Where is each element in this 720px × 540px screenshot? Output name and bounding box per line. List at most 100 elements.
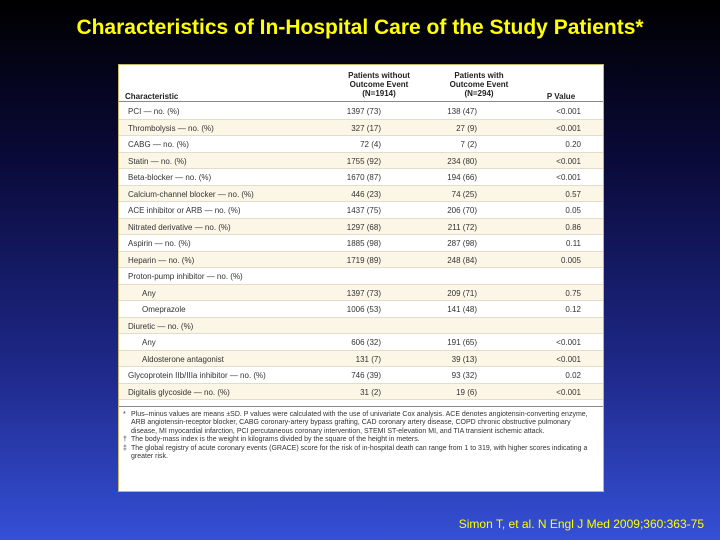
- footnote: † The body-mass index is the weight in ki…: [123, 436, 597, 444]
- row-label: Any: [142, 288, 156, 298]
- footnote-mark: †: [123, 436, 127, 444]
- value-with-event: 7 (2): [460, 140, 477, 149]
- row-label: Nitrated derivative — no. (%): [128, 222, 231, 232]
- value-with-event: 141 (48): [447, 305, 477, 314]
- column-header-without-event: Patients without Outcome Event (N=1914): [348, 71, 410, 98]
- table-row: Statin — no. (%) 1755 (92) 234 (80) <0.001: [119, 152, 603, 169]
- p-value: 0.11: [566, 239, 581, 248]
- footnote: ‡ The global registry of acute coronary e…: [123, 445, 597, 462]
- value-with-event: 211 (72): [447, 222, 477, 232]
- value-without-event: 1297 (68): [346, 222, 381, 232]
- table-body: PCI — no. (%) 1397 (73) 138 (47) <0.001 Thro…: [119, 103, 603, 400]
- value-without-event: 1719 (89): [346, 255, 381, 265]
- value-without-event: 72 (4): [360, 140, 381, 149]
- table-row: Thrombolysis — no. (%) 327 (17) 27 (9) <0.0…: [119, 119, 603, 136]
- value-without-event: 606 (32): [351, 338, 381, 347]
- value-with-event: 93 (32): [451, 371, 477, 380]
- value-with-event: 39 (13): [451, 354, 477, 364]
- p-value: 0.005: [560, 255, 581, 265]
- value-with-event: 74 (25): [451, 189, 477, 199]
- row-label: Thrombolysis — no. (%): [128, 123, 214, 133]
- p-value: <0.001: [556, 173, 581, 182]
- row-label: ACE inhibitor or ARB — no. (%): [128, 206, 241, 215]
- row-label: Omeprazole: [142, 305, 186, 314]
- value-with-event: 206 (70): [447, 206, 477, 215]
- value-without-event: 31 (2): [360, 387, 381, 397]
- footnote-mark: ‡: [123, 444, 127, 452]
- value-without-event: 1397 (73): [346, 288, 381, 298]
- value-with-event: 287 (98): [447, 239, 477, 248]
- table-row: CABG — no. (%) 72 (4) 7 (2) 0.20: [119, 136, 603, 153]
- value-with-event: 191 (65): [447, 338, 477, 347]
- table-row: Calcium-channel blocker — no. (%) 446 (23…: [119, 185, 603, 202]
- row-label: Glycoprotein IIb/IIIa inhibitor — no. (%…: [128, 371, 266, 380]
- table-header: Characteristic Patients without Outcome E…: [119, 65, 603, 102]
- footnote: * Plus–minus values are means ±SD. P valu…: [123, 411, 597, 436]
- row-label: Diuretic — no. (%): [128, 321, 194, 331]
- value-with-event: 194 (66): [447, 173, 477, 182]
- row-label: Digitalis glycoside — no. (%): [128, 387, 230, 397]
- table-row: Proton-pump inhibitor — no. (%): [119, 268, 603, 285]
- table-row: Nitrated derivative — no. (%) 1297 (68) 21…: [119, 218, 603, 235]
- value-with-event: 248 (84): [447, 255, 477, 265]
- table-row: Glycoprotein IIb/IIIa inhibitor — no. (%…: [119, 367, 603, 384]
- footnote-text: The body-mass index is the weight in kil…: [131, 436, 420, 444]
- row-label: Aldosterone antagonist: [142, 354, 224, 364]
- table-row: Diuretic — no. (%): [119, 317, 603, 334]
- row-label: Beta-blocker — no. (%): [128, 173, 212, 182]
- value-without-event: 1006 (53): [346, 305, 381, 314]
- table-row: ACE inhibitor or ARB — no. (%) 1437 (75) 2…: [119, 202, 603, 219]
- p-value: <0.001: [556, 354, 581, 364]
- row-label: Proton-pump inhibitor — no. (%): [128, 272, 243, 281]
- column-header-with-event: Patients with Outcome Event (N=294): [449, 71, 509, 98]
- p-value: 0.86: [565, 222, 581, 232]
- table-row: Digitalis glycoside — no. (%) 31 (2) 19 (6…: [119, 383, 603, 400]
- p-value: <0.001: [556, 123, 581, 133]
- row-label: PCI — no. (%): [128, 107, 180, 116]
- value-with-event: 209 (71): [447, 288, 477, 298]
- footnote-mark: *: [123, 411, 126, 418]
- footnote-text: Plus–minus values are means ±SD. P value…: [131, 411, 588, 435]
- column-header-characteristic: Characteristic: [125, 92, 179, 101]
- footnote-text: The global registry of acute coronary ev…: [131, 444, 588, 461]
- value-without-event: 446 (23): [351, 189, 381, 199]
- value-without-event: 1670 (87): [346, 173, 381, 182]
- characteristics-table: Characteristic Patients without Outcome E…: [118, 64, 604, 492]
- table-row: Any 606 (32) 191 (65) <0.001: [119, 334, 603, 351]
- table-row: Omeprazole 1006 (53) 141 (48) 0.12: [119, 301, 603, 318]
- value-with-event: 138 (47): [447, 107, 477, 116]
- p-value: <0.001: [556, 156, 581, 166]
- row-label: Aspirin — no. (%): [128, 239, 191, 248]
- value-without-event: 1397 (73): [346, 107, 381, 116]
- p-value: 0.57: [565, 189, 581, 199]
- row-label: Statin — no. (%): [128, 156, 187, 166]
- p-value: 0.75: [565, 288, 581, 298]
- table-row: Heparin — no. (%) 1719 (89) 248 (84) 0.005: [119, 251, 603, 268]
- p-value: <0.001: [556, 107, 581, 116]
- value-without-event: 746 (39): [351, 371, 381, 380]
- value-without-event: 1437 (75): [346, 206, 381, 215]
- p-value: 0.12: [565, 305, 581, 314]
- p-value: 0.02: [565, 371, 581, 380]
- value-without-event: 327 (17): [351, 123, 381, 133]
- value-without-event: 131 (7): [355, 354, 381, 364]
- table-row: Aldosterone antagonist 131 (7) 39 (13) <0.0…: [119, 350, 603, 367]
- p-value: 0.05: [565, 206, 581, 215]
- table-row: Aspirin — no. (%) 1885 (98) 287 (98) 0.11: [119, 235, 603, 252]
- p-value: 0.20: [565, 140, 581, 149]
- row-label: CABG — no. (%): [128, 140, 189, 149]
- value-without-event: 1755 (92): [346, 156, 381, 166]
- table-row: Beta-blocker — no. (%) 1670 (87) 194 (66) <…: [119, 169, 603, 186]
- slide-title: Characteristics of In-Hospital Care of t…: [76, 16, 644, 39]
- table-row: PCI — no. (%) 1397 (73) 138 (47) <0.001: [119, 103, 603, 120]
- row-label: Heparin — no. (%): [128, 255, 195, 265]
- row-label: Calcium-channel blocker — no. (%): [128, 189, 254, 199]
- value-with-event: 19 (6): [456, 387, 477, 397]
- value-with-event: 234 (80): [447, 156, 477, 166]
- table-row: Any 1397 (73) 209 (71) 0.75: [119, 284, 603, 301]
- p-value: <0.001: [556, 338, 581, 347]
- value-with-event: 27 (9): [456, 123, 477, 133]
- citation: Simon T, et al. N Engl J Med 2009;360:36…: [458, 517, 704, 531]
- value-without-event: 1885 (98): [346, 239, 381, 248]
- row-label: Any: [142, 338, 156, 347]
